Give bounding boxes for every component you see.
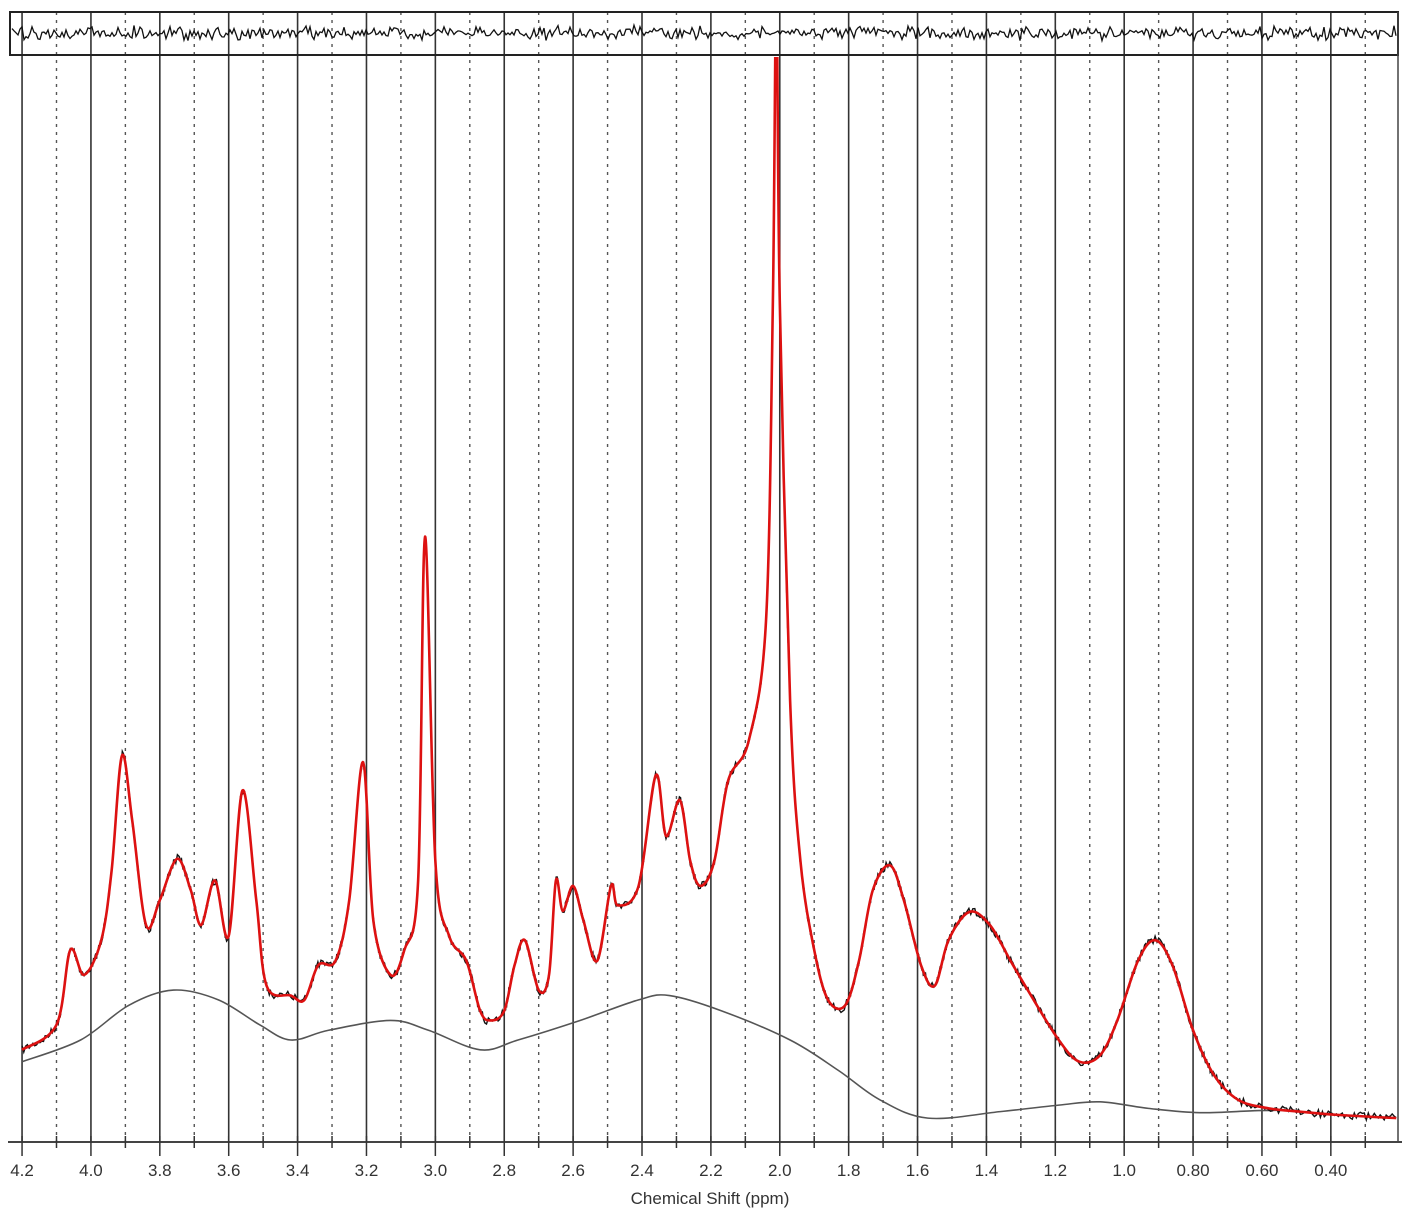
grid-lines [21,12,1366,1142]
x-tick-label: 0.40 [1314,1161,1347,1180]
x-tick-label: 3.2 [355,1161,379,1180]
x-tick-label: 4.0 [79,1161,103,1180]
baseline-curve [21,989,1300,1120]
x-axis-title: Chemical Shift (ppm) [631,1189,790,1208]
x-tick-label: 0.60 [1245,1161,1278,1180]
x-tick-label: 1.0 [1112,1161,1136,1180]
x-tick-label: 2.0 [768,1161,792,1180]
residual-line [11,22,1397,44]
x-tick-label: 2.8 [492,1161,516,1180]
residual-panel [11,22,1397,44]
x-tick-label: 3.4 [286,1161,310,1180]
x-axis-ticks: 4.2 4.0 3.8 3.6 3.4 3.2 3.0 2.8 2.6 2.4 2.2 2.0 1.8 1… [10,1136,1367,1180]
residual-panel-frame [9,11,1399,56]
x-tick-label: 1.4 [975,1161,999,1180]
x-tick-label: 0.80 [1177,1161,1210,1180]
x-tick-label: 1.8 [837,1161,861,1180]
x-tick-label: 2.2 [699,1161,723,1180]
x-tick-label: 3.6 [217,1161,241,1180]
x-tick-label: 3.0 [424,1161,448,1180]
x-tick-label: 2.4 [630,1161,654,1180]
x-tick-label: 3.8 [148,1161,172,1180]
x-tick-label: 1.6 [906,1161,930,1180]
fit-curve [21,57,1397,1120]
x-tick-label: 2.6 [561,1161,585,1180]
spectrum-curves [21,57,1397,1123]
x-tick-label: 1.2 [1043,1161,1067,1180]
x-tick-label: 4.2 [10,1161,34,1180]
